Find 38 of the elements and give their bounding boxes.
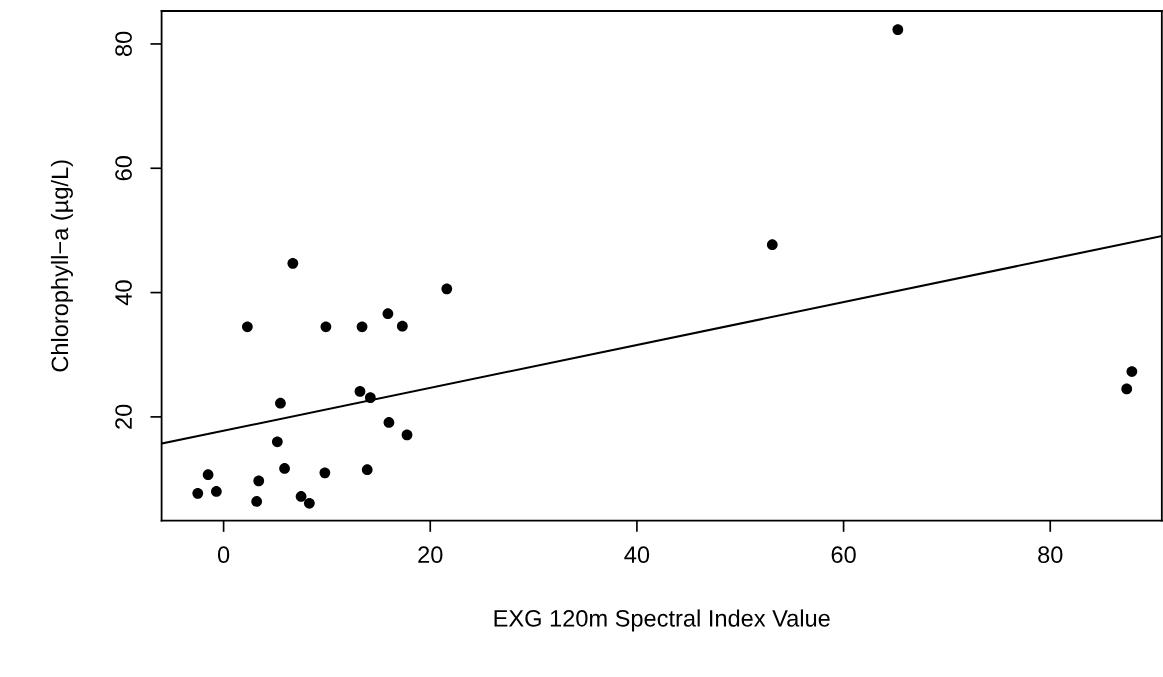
point: [192, 487, 204, 499]
point: [1126, 366, 1138, 377]
point: [271, 436, 283, 448]
point: [356, 321, 368, 333]
point: [253, 475, 265, 487]
point: [251, 496, 263, 507]
y-tick-label: 60: [115, 156, 132, 181]
point: [892, 24, 904, 36]
point: [382, 308, 394, 320]
x-tick-label: 80: [1038, 546, 1063, 564]
point: [354, 386, 366, 397]
point: [396, 320, 408, 332]
x-axis-title: EXG 120m Spectral Index Value: [494, 609, 830, 632]
x-tick-label: 60: [831, 546, 856, 564]
point: [279, 463, 290, 474]
point: [401, 429, 413, 441]
point: [1121, 383, 1133, 395]
y-tick-label: 20: [115, 404, 132, 429]
x-tick-label: 20: [418, 546, 443, 564]
y-axis-title: Chlorophyll−a (µg/L): [50, 160, 73, 372]
x-tick-label: 40: [624, 546, 650, 564]
point: [364, 392, 376, 404]
point: [210, 486, 222, 497]
point: [241, 321, 253, 333]
point: [275, 397, 286, 409]
y-tick-label: 40: [115, 280, 132, 306]
point: [766, 239, 778, 251]
point: [383, 417, 395, 428]
y-tick-label: 80: [115, 31, 132, 57]
point: [295, 491, 307, 502]
point: [441, 283, 453, 295]
point: [361, 464, 373, 476]
point: [303, 497, 315, 509]
point: [319, 467, 331, 479]
point: [320, 321, 332, 333]
point: [202, 469, 214, 481]
point: [287, 257, 299, 269]
x-tick-label: 0: [217, 546, 230, 564]
